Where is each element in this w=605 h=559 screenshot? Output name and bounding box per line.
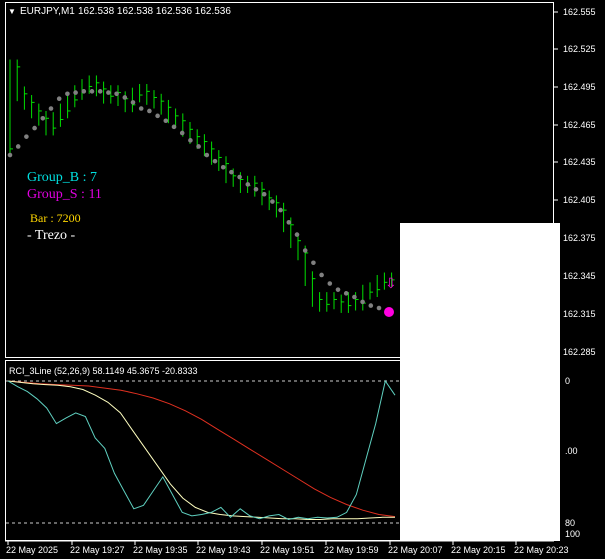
price-label: 162.375	[563, 233, 596, 243]
time-label: 22 May 19:59	[324, 545, 379, 555]
time-label: 22 May 19:43	[196, 545, 251, 555]
sar-dot	[32, 125, 37, 131]
sar-dot	[302, 248, 308, 253]
indicator-tick: 100	[565, 529, 580, 539]
time-label: 22 May 20:15	[451, 545, 506, 555]
price-label: 162.465	[563, 120, 596, 130]
sar-dot	[278, 207, 283, 213]
sar-dot	[138, 106, 144, 111]
chart-menu-icon[interactable]: ▼	[8, 7, 16, 16]
price-label: 162.345	[563, 271, 596, 281]
price-label: 162.555	[563, 7, 596, 17]
rci-long-line	[7, 380, 396, 518]
sar-dot	[188, 138, 193, 143]
sar-dot	[7, 152, 13, 158]
sar-dot	[97, 89, 103, 94]
trezo-label: - Trezo -	[27, 228, 76, 243]
sar-dot	[130, 100, 136, 105]
sar-dot	[286, 220, 292, 225]
time-label: 22 May 19:27	[70, 545, 125, 555]
sar-dot	[196, 144, 201, 149]
sar-dot	[335, 287, 341, 292]
sar-dot	[171, 124, 177, 130]
group-b-label: Group_B : 7	[27, 170, 97, 185]
sar-dot	[147, 108, 152, 114]
sar-dot	[73, 90, 78, 95]
price-label: 162.285	[563, 347, 596, 357]
indicator-tick: .00	[565, 446, 578, 456]
signal-dot-icon	[384, 307, 394, 317]
indicator-tick: 80	[565, 518, 575, 528]
sar-dot	[327, 281, 333, 286]
bar-count-label: Bar : 7200	[30, 211, 81, 225]
sar-dot	[89, 89, 95, 94]
sar-dot	[220, 164, 226, 170]
sar-dot	[261, 191, 267, 197]
rci-lines	[7, 379, 396, 521]
sar-dot	[212, 158, 218, 164]
sar-dot	[163, 118, 169, 124]
sar-dot	[368, 303, 374, 308]
sar-dot	[15, 144, 21, 149]
sar-dot	[270, 199, 275, 204]
sar-dot	[122, 95, 128, 100]
sell-arrow-icon: ⇩	[385, 275, 397, 291]
sar-dot	[114, 91, 119, 97]
time-label: 22 May 20:23	[514, 545, 569, 555]
price-label: 162.525	[563, 44, 596, 54]
price-label: 162.315	[563, 309, 596, 319]
sar-dot	[376, 305, 382, 311]
symbol-timeframe: EURJPY,M1	[20, 6, 75, 17]
sar-dots	[7, 89, 382, 311]
time-label: 22 May 19:51	[260, 545, 315, 555]
blank-panel	[400, 223, 560, 541]
sar-dot	[237, 174, 242, 180]
sar-dot	[352, 294, 357, 300]
rci-mid-line	[7, 380, 395, 520]
time-label: 22 May 19:35	[133, 545, 188, 555]
indicator-label: RCI_3Line (52,26,9) 58.1149 45.3675 -20.…	[9, 366, 197, 376]
indicator-tick: 0	[565, 376, 570, 386]
rci-short-line	[7, 379, 396, 521]
group-s-label: Group_S : 11	[27, 187, 102, 202]
sar-dot	[360, 299, 365, 305]
sar-dot	[311, 260, 316, 266]
ohlc-readout: 162.538 162.538 162.536 162.536	[78, 6, 231, 17]
sar-dot	[245, 182, 251, 187]
sar-dot	[24, 134, 29, 139]
price-label: 162.495	[563, 82, 596, 92]
sar-dot	[204, 152, 210, 158]
price-axis-labels: 162.555 162.525 162.495 162.465 162.435 …	[563, 7, 596, 357]
sar-dot	[81, 89, 87, 94]
sar-dot	[294, 232, 300, 237]
sar-dot	[343, 291, 349, 296]
sar-dot	[56, 96, 62, 102]
sar-dot	[48, 106, 54, 111]
time-axis-ticks	[7, 541, 517, 545]
sar-dot	[106, 90, 111, 95]
sar-dot	[40, 115, 46, 121]
sar-dot	[319, 272, 324, 278]
sar-dot	[155, 113, 160, 119]
time-label: 22 May 20:07	[388, 545, 443, 555]
indicator-axis-labels: 0 .00 80 100	[565, 376, 580, 539]
time-axis-labels: 22 May 2025 22 May 19:27 22 May 19:35 22…	[6, 545, 569, 555]
time-label: 22 May 2025	[6, 545, 58, 555]
price-label: 162.435	[563, 157, 596, 167]
sar-dot	[229, 169, 234, 175]
price-label: 162.405	[563, 195, 596, 205]
sar-dot	[65, 91, 70, 97]
sar-dot	[253, 186, 259, 192]
sar-dot	[179, 130, 185, 136]
price-bars	[9, 59, 395, 313]
